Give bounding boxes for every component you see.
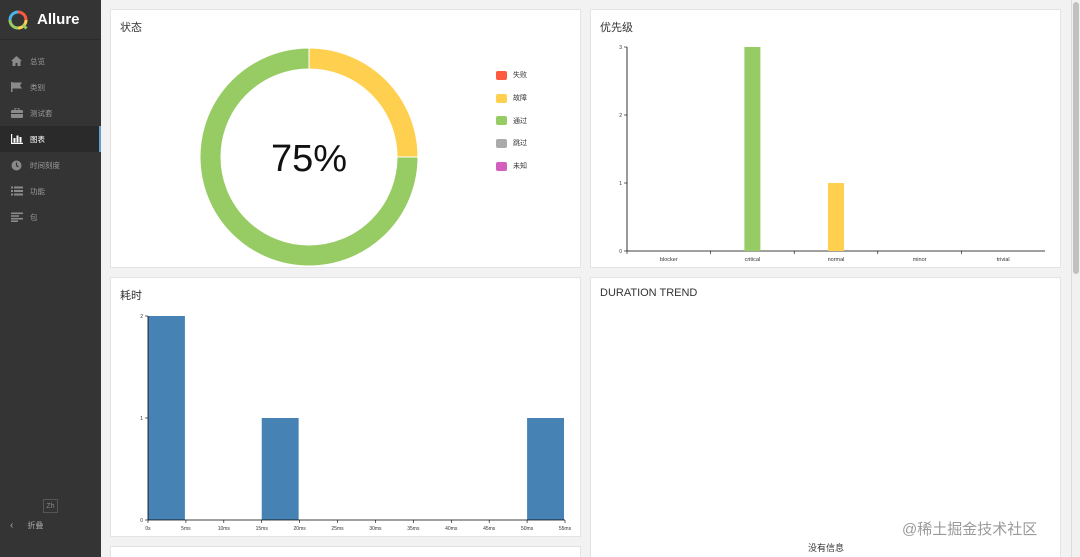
y-tick-label: 0 <box>140 518 143 524</box>
sidebar-item-overview[interactable]: 总览 <box>0 48 101 74</box>
legend-swatch <box>496 138 507 148</box>
y-tick-label: 2 <box>619 113 622 119</box>
flag-icon <box>10 81 23 93</box>
x-tick-label: 40ms <box>445 526 458 532</box>
legend-label: 通过 <box>513 117 527 125</box>
watermark: @稀土掘金技术社区 <box>902 521 1038 538</box>
duration-bar[interactable] <box>261 418 299 520</box>
duration-bar[interactable] <box>148 316 185 520</box>
legend-item[interactable]: 故障 <box>496 87 527 110</box>
x-tick-label: 0s <box>145 526 151 532</box>
x-tick-label: normal <box>828 257 845 263</box>
x-tick-label: minor <box>913 257 927 263</box>
page-scrollbar[interactable] <box>1071 0 1080 557</box>
legend-item[interactable]: 未知 <box>496 155 527 178</box>
sidebar-item-label: 类别 <box>30 82 45 92</box>
x-tick-label: trivial <box>997 257 1010 263</box>
sidebar-item-label: 时间刻度 <box>30 160 60 170</box>
y-tick-label: 2 <box>140 314 143 320</box>
panel-title: DURATION TREND <box>600 287 698 299</box>
legend-swatch <box>496 116 507 126</box>
panel-title: 优先级 <box>600 22 633 34</box>
x-tick-label: 10ms <box>218 526 231 532</box>
sidebar-item-categories[interactable]: 类别 <box>0 74 101 100</box>
sidebar-item-behaviors[interactable]: 功能 <box>0 178 101 204</box>
sidebar: Allure 总览 类别 测试套 图表 <box>0 0 101 557</box>
collapse-label: 折叠 <box>27 521 44 530</box>
status-legend: 失败故障通过跳过未知 <box>496 64 527 177</box>
chevron-left-icon: ‹ <box>10 520 14 531</box>
x-tick-label: 30ms <box>369 526 382 532</box>
legend-swatch <box>496 70 507 80</box>
align-left-icon <box>10 211 23 223</box>
sidebar-item-label: 功能 <box>30 186 45 196</box>
sidebar-item-label: 图表 <box>30 134 45 144</box>
empty-state-text: 没有信息 <box>808 543 845 553</box>
collapse-button[interactable]: ‹ 折叠 <box>10 520 43 531</box>
x-tick-label: blocker <box>660 257 678 263</box>
panel-title: 耗时 <box>120 290 142 302</box>
brand[interactable]: Allure <box>0 0 101 40</box>
language-button[interactable]: Zh <box>43 499 58 513</box>
x-tick-label: 35ms <box>407 526 420 532</box>
x-tick-label: 5ms <box>181 526 191 532</box>
legend-label: 未知 <box>513 163 527 171</box>
priority-bar[interactable] <box>828 183 844 251</box>
clock-icon <box>10 159 23 171</box>
x-tick-label: 20ms <box>294 526 307 532</box>
legend-item[interactable]: 通过 <box>496 109 527 132</box>
x-tick-label: 50ms <box>521 526 534 532</box>
legend-label: 失败 <box>513 72 527 80</box>
y-tick-label: 3 <box>619 45 622 51</box>
sidebar-item-label: 测试套 <box>30 108 53 118</box>
sidebar-item-packages[interactable]: 包 <box>0 204 101 230</box>
pie-slice[interactable] <box>199 47 419 267</box>
allure-logo-icon <box>8 10 28 30</box>
legend-swatch <box>496 161 507 171</box>
priority-bar[interactable] <box>744 47 761 251</box>
legend-label: 跳过 <box>513 140 527 148</box>
x-tick-label: critical <box>745 257 761 263</box>
briefcase-icon <box>10 107 23 119</box>
legend-item[interactable]: 跳过 <box>496 132 527 155</box>
x-tick-label: 25ms <box>331 526 344 532</box>
bar-chart-icon <box>10 133 23 145</box>
list-icon <box>10 185 23 197</box>
priority-bar-chart: 0 1 2 3 blocker critical normal minor trivial <box>619 45 1045 263</box>
duration-trend-panel: DURATION TREND <box>590 277 1061 557</box>
lower-panel <box>110 546 581 557</box>
status-panel: 状态 75% 失败故障通过跳过未知 <box>110 9 581 268</box>
legend-swatch <box>496 93 507 103</box>
priority-panel: 优先级 0 1 2 3 blocker critical normal minor trivia… <box>590 9 1061 268</box>
sidebar-item-timeline[interactable]: 时间刻度 <box>0 152 101 178</box>
status-donut-chart: 75% <box>199 47 419 267</box>
legend-label: 故障 <box>513 95 527 103</box>
home-icon <box>10 55 23 67</box>
sidebar-item-label: 总览 <box>30 56 45 66</box>
duration-histogram: 0 1 2 0s 5ms 10ms 15ms 20ms 25ms 30ms 35ms 40ms 45ms… <box>140 314 572 532</box>
sidebar-menu: 总览 类别 测试套 图表 时间刻度 <box>0 48 101 230</box>
pass-rate-label: 75% <box>271 138 347 180</box>
y-tick-label: 0 <box>619 249 622 255</box>
sidebar-item-graphs[interactable]: 图表 <box>0 126 101 152</box>
scrollbar-thumb[interactable] <box>1073 2 1079 274</box>
sidebar-item-suites[interactable]: 测试套 <box>0 100 101 126</box>
legend-item[interactable]: 失败 <box>496 64 527 87</box>
duration-panel: 耗时 0 1 2 0s 5ms 10ms 15ms 20ms 25ms 30ms 35ms 40ms 4… <box>110 277 581 537</box>
x-tick-label: 15ms <box>256 526 269 532</box>
x-tick-label: 45ms <box>483 526 496 532</box>
duration-bar[interactable] <box>527 418 564 520</box>
y-tick-label: 1 <box>619 181 622 187</box>
sidebar-item-label: 包 <box>30 212 38 222</box>
app-name: Allure <box>37 11 80 28</box>
y-tick-label: 1 <box>140 416 143 422</box>
x-tick-label: 55ms <box>559 526 572 532</box>
panel-title: 状态 <box>120 22 142 34</box>
